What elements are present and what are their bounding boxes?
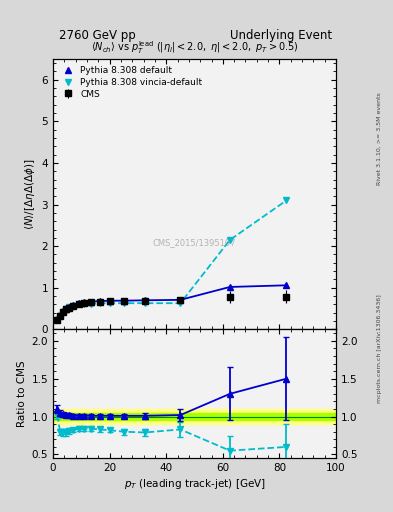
Pythia 8.308 default [107,297,112,304]
Text: 2760 GeV pp: 2760 GeV pp [59,29,136,42]
Pythia 8.308 default [228,284,232,290]
Pythia 8.308 default [70,302,75,308]
Pythia 8.308 default [82,300,86,306]
Pythia 8.308 default [55,316,60,322]
Pythia 8.308 vincia-default [70,303,75,309]
Pythia 8.308 default [76,300,81,306]
Pythia 8.308 default [121,297,126,304]
Pythia 8.308 default [284,282,289,288]
Pythia 8.308 default [143,297,147,303]
Pythia 8.308 default [97,298,102,304]
Text: Rivet 3.1.10, >= 3.5M events: Rivet 3.1.10, >= 3.5M events [377,92,382,185]
Pythia 8.308 vincia-default [55,317,60,323]
Pythia 8.308 default [89,298,94,305]
Pythia 8.308 vincia-default [82,301,86,307]
Pythia 8.308 vincia-default [178,300,183,306]
Pythia 8.308 vincia-default [143,300,147,306]
Pythia 8.308 vincia-default [61,309,65,315]
Pythia 8.308 default [58,312,62,318]
Y-axis label: $\langle N\rangle/[\Delta\eta\Delta(\Delta\phi)]$: $\langle N\rangle/[\Delta\eta\Delta(\Del… [24,158,37,230]
Pythia 8.308 default [61,308,65,314]
Text: $\langle N_{ch}\rangle$ vs $p_T^{\rm lead}$ $(|\eta_l|{<}2.0,\ \eta|{<}2.0,\ p_T: $\langle N_{ch}\rangle$ vs $p_T^{\rm lea… [91,39,298,56]
Pythia 8.308 vincia-default [89,301,94,307]
Pythia 8.308 vincia-default [76,302,81,308]
Bar [53,413,336,420]
Pythia 8.308 default [178,297,183,303]
Pythia 8.308 vincia-default [58,313,62,319]
Pythia 8.308 vincia-default [63,306,68,312]
Pythia 8.308 vincia-default [121,300,126,306]
Pythia 8.308 vincia-default [107,300,112,306]
Pythia 8.308 vincia-default [228,237,232,243]
Bar [53,409,336,424]
Pythia 8.308 vincia-default [97,300,102,306]
Line: Pythia 8.308 vincia-default: Pythia 8.308 vincia-default [54,197,290,323]
Pythia 8.308 default [63,306,68,312]
X-axis label: $p_T$ (leading track-jet) [GeV]: $p_T$ (leading track-jet) [GeV] [123,477,266,492]
Pythia 8.308 default [66,304,71,310]
Y-axis label: Ratio to CMS: Ratio to CMS [17,360,28,427]
Pythia 8.308 vincia-default [66,304,71,310]
Pythia 8.308 vincia-default [284,197,289,203]
Text: Underlying Event: Underlying Event [230,29,332,42]
Text: mcplots.cern.ch [arXiv:1306.3436]: mcplots.cern.ch [arXiv:1306.3436] [377,294,382,402]
Line: Pythia 8.308 default: Pythia 8.308 default [54,282,290,322]
Text: CMS_2015/1395107: CMS_2015/1395107 [153,239,236,247]
Legend: Pythia 8.308 default, Pythia 8.308 vincia-default, CMS: Pythia 8.308 default, Pythia 8.308 vinci… [57,63,205,101]
